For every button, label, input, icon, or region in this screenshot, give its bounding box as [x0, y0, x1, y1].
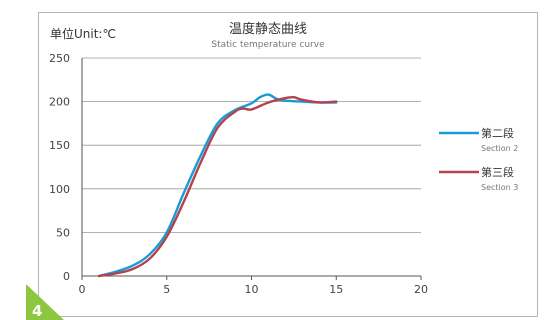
y-tick-label-0: 0 — [63, 270, 70, 283]
x-tick-label-10: 10 — [245, 283, 259, 296]
series-line-2 — [97, 93, 338, 278]
unit-label: 单位Unit:℃ — [50, 26, 116, 41]
x-tick-label-15: 15 — [329, 283, 343, 296]
legend-label-2: 第二段 — [481, 126, 514, 140]
x-tick-label-5: 5 — [163, 283, 170, 296]
y-tick-label-250: 250 — [49, 52, 70, 65]
axes: 0 50 100 150 200 250 0 5 10 15 20 — [49, 52, 428, 296]
badge-triangle — [26, 284, 64, 320]
legend-sublabel-2: Section 2 — [481, 144, 518, 153]
badge-number: 4 — [32, 302, 42, 320]
series-line-3 — [97, 95, 338, 278]
x-tick-label-0: 0 — [79, 283, 86, 296]
chart-subtitle: Static temperature curve — [211, 40, 325, 50]
legend: 第二段 Section 2 第三段 Section 3 — [439, 126, 518, 192]
y-tick-label-50: 50 — [56, 226, 70, 239]
chart-title: 温度静态曲线 — [229, 21, 307, 37]
legend-label-3: 第三段 — [481, 165, 514, 179]
legend-sublabel-3: Section 3 — [481, 183, 518, 192]
chart-svg: 单位Unit:℃ 温度静态曲线 Static temperature curve… — [49, 21, 518, 296]
x-tick-label-20: 20 — [414, 283, 428, 296]
y-tick-label-150: 150 — [49, 139, 70, 152]
series-lines — [97, 93, 338, 278]
grid-lines — [82, 57, 421, 233]
section-number-badge: 4 — [26, 284, 64, 320]
chart-panel: 单位Unit:℃ 温度静态曲线 Static temperature curve… — [38, 12, 538, 317]
y-tick-label-100: 100 — [49, 183, 70, 196]
y-tick-label-200: 200 — [49, 96, 70, 109]
